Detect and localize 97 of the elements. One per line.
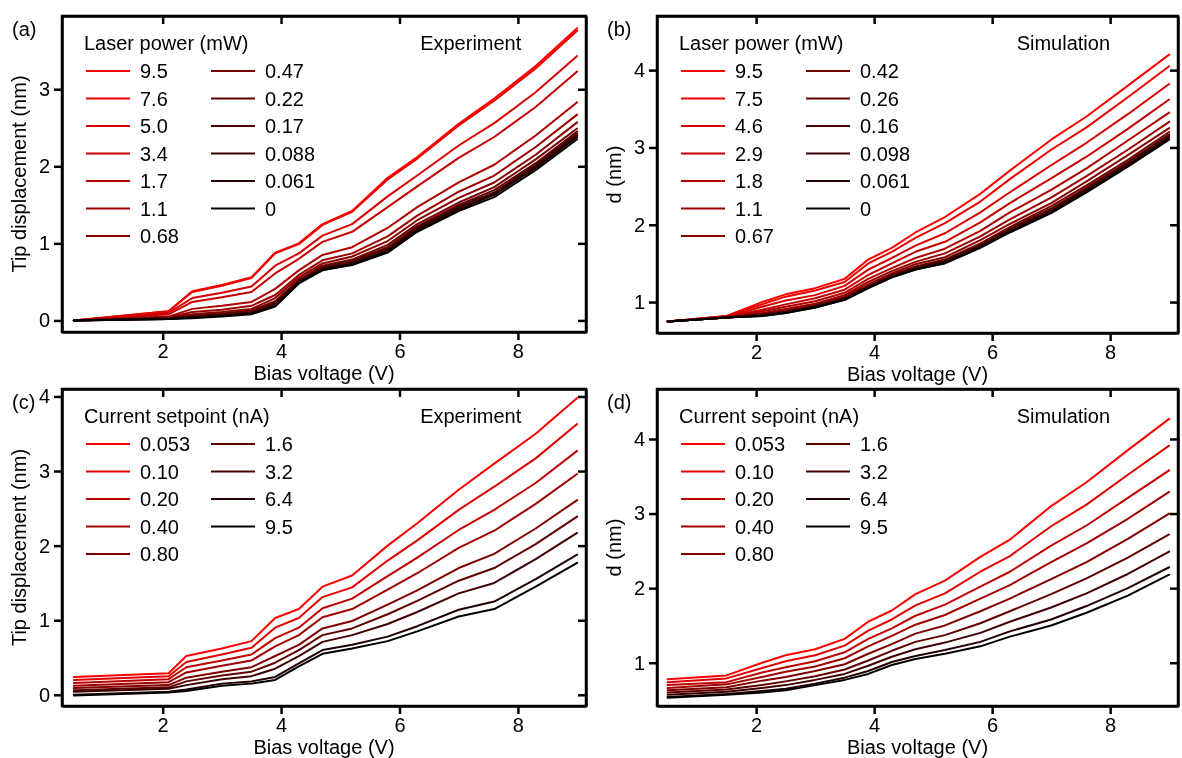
text: (b)	[607, 18, 632, 40]
y-tick-label: 1	[38, 232, 50, 255]
y-axis-title: d (nm)	[603, 145, 625, 204]
legend-label: 0.22	[265, 87, 304, 110]
y-tick-label: 1	[38, 609, 50, 632]
legend-label: 1.7	[140, 170, 168, 192]
y-tick-label: 3	[38, 78, 50, 101]
x-tick-label: 2	[751, 341, 763, 364]
legend-label: 1.6	[860, 433, 888, 455]
legend-label: 0	[860, 197, 872, 220]
x-tick-label: 4	[869, 714, 881, 737]
legend-label: 9.5	[860, 515, 888, 538]
y-tick-label: 0	[38, 683, 50, 706]
legend-label: 0.80	[140, 543, 179, 565]
legend-label: 0.16	[860, 115, 899, 137]
legend-label: 3.2	[265, 460, 293, 483]
annotation: Simulation	[1016, 32, 1111, 54]
y-tick-label: 2	[38, 534, 50, 557]
annotation: Simulation	[1016, 405, 1111, 427]
legend-label: 1.1	[735, 197, 763, 220]
y-axis-title: Tip displacement (nm)	[8, 75, 30, 273]
y-tick-label: 2	[633, 577, 645, 600]
x-tick-label: 8	[512, 714, 524, 737]
annotation: Experiment	[420, 405, 522, 427]
x-axis-title: Bias voltage (V)	[253, 736, 395, 758]
legend-label: 9.5	[265, 515, 293, 538]
x-tick-label: 2	[751, 714, 763, 737]
x-tick-label: 4	[276, 714, 288, 737]
legend-label: 0.061	[265, 170, 316, 192]
y-axis-title: Tip displacement (nm)	[8, 448, 30, 647]
text: (a)	[12, 18, 37, 40]
x-axis-title: Bias voltage (V)	[253, 362, 395, 384]
x-tick-label: 4	[276, 340, 288, 363]
legend-label: 3.2	[860, 460, 888, 483]
legend-label: 0.17	[265, 115, 304, 137]
y-tick-label: 2	[633, 213, 645, 236]
x-axis-title: Bias voltage (V)	[846, 736, 989, 758]
legend-label: 6.4	[860, 488, 888, 510]
x-tick-label: 6	[987, 341, 999, 364]
x-tick-label: 6	[394, 340, 406, 363]
legend-label: 6.4	[265, 488, 293, 510]
y-axis-title: d (nm)	[603, 518, 625, 577]
x-tick-label: 6	[987, 714, 999, 737]
x-tick-label: 6	[394, 714, 406, 737]
legend-label: 1.6	[265, 433, 293, 455]
legend-label: 5.0	[140, 115, 168, 137]
x-tick-label: 8	[1105, 341, 1117, 364]
legend-label: 0.40	[735, 515, 774, 538]
legend-label: 4.6	[735, 115, 763, 137]
y-tick-label: 4	[633, 59, 645, 82]
legend-label: 0.40	[140, 515, 179, 538]
y-tick-label: 4	[633, 427, 645, 450]
x-tick-label: 8	[1105, 714, 1117, 737]
x-tick-label: 4	[869, 341, 881, 364]
legend-label: 0.26	[860, 87, 899, 110]
y-tick-label: 3	[633, 136, 645, 159]
legend-label: 0.053	[140, 433, 191, 455]
legend-label: 0.10	[140, 460, 179, 483]
legend-label: 0.061	[860, 170, 911, 192]
legend-label: 0.67	[735, 225, 774, 247]
legend-label: 0.088	[265, 142, 316, 165]
y-tick-label: 3	[633, 502, 645, 525]
y-tick-label: 1	[633, 290, 645, 313]
legend-label: 1.1	[140, 197, 168, 220]
legend-title: Laser power (mW)	[84, 32, 249, 54]
y-tick-label: 3	[38, 459, 50, 482]
annotation: Experiment	[420, 32, 522, 54]
legend-label: 0.098	[860, 142, 911, 165]
legend-label: 7.6	[140, 87, 168, 110]
legend-label: 0.20	[735, 488, 774, 510]
legend-label: 0.10	[735, 460, 774, 483]
y-tick-label: 0	[38, 309, 50, 332]
text: (d)	[607, 391, 632, 413]
legend-label: 0.053	[735, 433, 786, 455]
x-tick-label: 2	[157, 714, 169, 737]
x-tick-label: 2	[157, 340, 169, 363]
legend-title: Laser power (mW)	[679, 32, 844, 54]
legend-label: 0.42	[860, 60, 899, 82]
legend-label: 7.5	[735, 87, 763, 110]
legend-label: 3.4	[140, 142, 168, 165]
legend-label: 0.20	[140, 488, 179, 510]
legend-label: 2.9	[735, 142, 763, 165]
legend-title: Current sepoint (nA)	[679, 405, 860, 427]
legend-label: 9.5	[140, 60, 168, 82]
text: (c)	[12, 391, 36, 413]
legend-label: 0.80	[735, 543, 774, 565]
y-tick-label: 1	[633, 651, 645, 674]
y-tick-label: 2	[38, 155, 50, 178]
legend-label: 1.8	[735, 170, 763, 192]
x-axis-title: Bias voltage (V)	[846, 363, 989, 385]
legend-label: 0.68	[140, 225, 179, 247]
legend-label: 0	[265, 197, 277, 220]
legend-label: 9.5	[735, 60, 763, 82]
y-tick-label: 4	[38, 385, 50, 408]
legend-label: 0.47	[265, 60, 304, 82]
x-tick-label: 8	[512, 340, 524, 363]
legend-title: Current setpoint (nA)	[84, 405, 270, 427]
